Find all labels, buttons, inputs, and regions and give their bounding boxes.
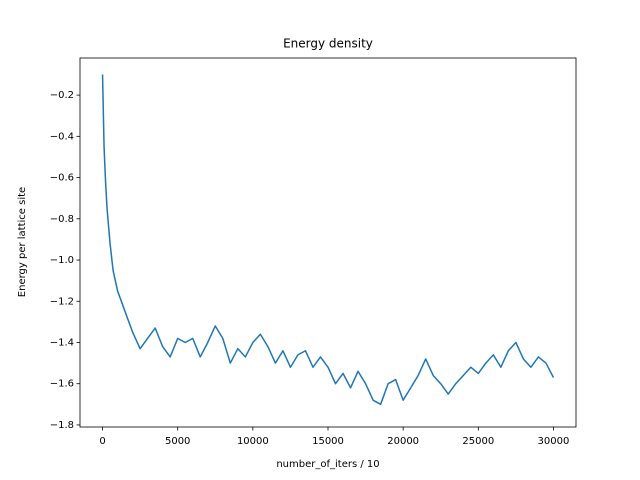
x-axis-label: number_of_iters / 10 bbox=[276, 459, 379, 470]
y-tick-label: −0.8 bbox=[50, 214, 74, 225]
x-tick-label: 0 bbox=[99, 436, 105, 447]
y-tick-label: −0.2 bbox=[50, 90, 74, 101]
y-tick-label: −1.0 bbox=[50, 255, 74, 266]
x-tick-label: 5000 bbox=[165, 436, 190, 447]
x-tick-label: 15000 bbox=[312, 436, 344, 447]
chart-title: Energy density bbox=[283, 37, 373, 51]
x-tick-label: 25000 bbox=[462, 436, 494, 447]
x-tick-label: 20000 bbox=[387, 436, 419, 447]
y-tick-label: −1.6 bbox=[50, 379, 74, 390]
y-tick-label: −1.4 bbox=[50, 337, 74, 348]
x-tick-label: 10000 bbox=[237, 436, 269, 447]
y-tick-label: −1.2 bbox=[50, 296, 74, 307]
y-tick-label: −1.8 bbox=[50, 420, 74, 431]
x-tick-label: 30000 bbox=[538, 436, 570, 447]
y-tick-label: −0.4 bbox=[50, 131, 74, 142]
line bbox=[101, 74, 555, 406]
plot-frame bbox=[79, 57, 577, 428]
y-axis-label: Energy per lattice site bbox=[17, 187, 28, 297]
y-tick-label: −0.6 bbox=[50, 173, 74, 184]
